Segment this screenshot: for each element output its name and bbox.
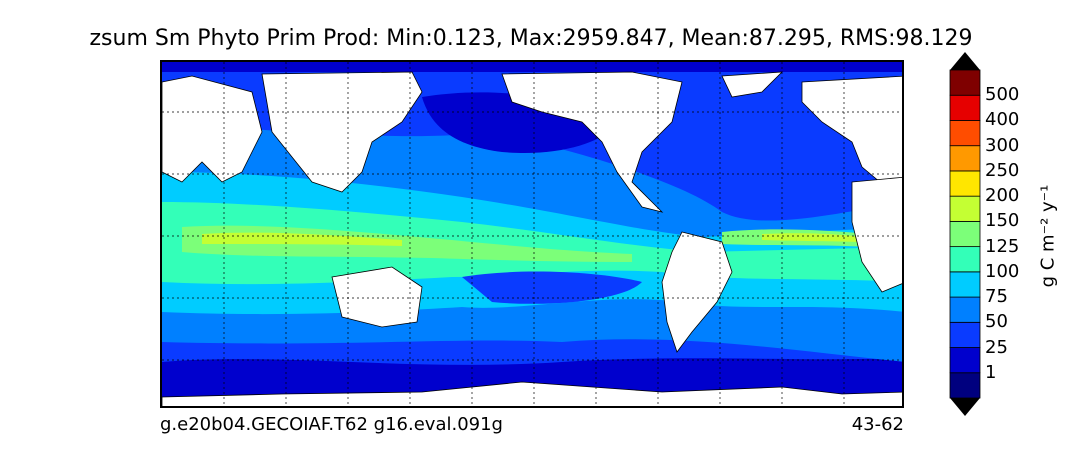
africa-europe-land: [162, 75, 263, 183]
ocean-productivity-map: [162, 62, 902, 406]
colorbar-tick-label: 400: [985, 109, 1020, 131]
colorbar-swatch: [949, 94, 981, 121]
run-id-label: g.e20b04.GECOIAF.T62 g16.eval.091g: [160, 414, 503, 435]
colorbar-swatch: [949, 145, 981, 172]
colorbar-tick-label: 300: [985, 134, 1020, 156]
colorbar: [949, 52, 981, 416]
north-america-land: [501, 71, 683, 213]
asia-land: [261, 71, 423, 193]
colorbar-swatch: [949, 120, 981, 147]
colorbar-tick-label: 50: [985, 311, 1008, 333]
colorbar-swatch: [949, 69, 981, 96]
colorbar-tick-label: 1: [985, 361, 997, 383]
colorbar-tick-label: 125: [985, 235, 1020, 257]
greenland-land: [721, 71, 784, 98]
colorbar-swatch: [949, 195, 981, 222]
colorbar-tick-label: 75: [985, 286, 1008, 308]
map-title: zsum Sm Phyto Prim Prod: Min:0.123, Max:…: [89, 26, 973, 51]
colorbar-tick-label: 25: [985, 336, 1008, 358]
colorbar-swatch: [949, 347, 981, 374]
map-plot: [160, 60, 904, 408]
colorbar-swatch: [949, 271, 981, 298]
antarctica-land: [162, 381, 902, 406]
colorbar-swatch: [949, 372, 981, 399]
south-america-land: [661, 231, 733, 353]
map-gridlines: [162, 62, 902, 406]
colorbar-units-label: g C m⁻² y⁻¹: [1037, 184, 1059, 288]
colorbar-tick-label: 150: [985, 210, 1020, 232]
colorbar-tick-label: 100: [985, 260, 1020, 282]
africa-east-land: [851, 176, 902, 293]
colorbar-tick-label: 500: [985, 84, 1020, 106]
australia-land: [331, 266, 423, 328]
colorbar-swatch: [949, 246, 981, 273]
band-150-200-atlantic: [762, 233, 862, 242]
eurasia-east-land: [801, 75, 902, 193]
colorbar-swatch: [949, 296, 981, 323]
colorbar-swatch: [949, 220, 981, 248]
colorbar-tick-label: 250: [985, 159, 1020, 181]
colorbar-swatch: [949, 170, 981, 197]
arctic-band: [162, 62, 902, 72]
colorbar-swatch: [949, 321, 981, 348]
colorbar-tick-label: 200: [985, 185, 1020, 207]
colorbar-min-arrow: [950, 398, 980, 416]
south-pacific-low: [462, 271, 642, 304]
colorbar-max-arrow: [950, 52, 980, 70]
year-range-label: 43-62: [851, 414, 904, 435]
